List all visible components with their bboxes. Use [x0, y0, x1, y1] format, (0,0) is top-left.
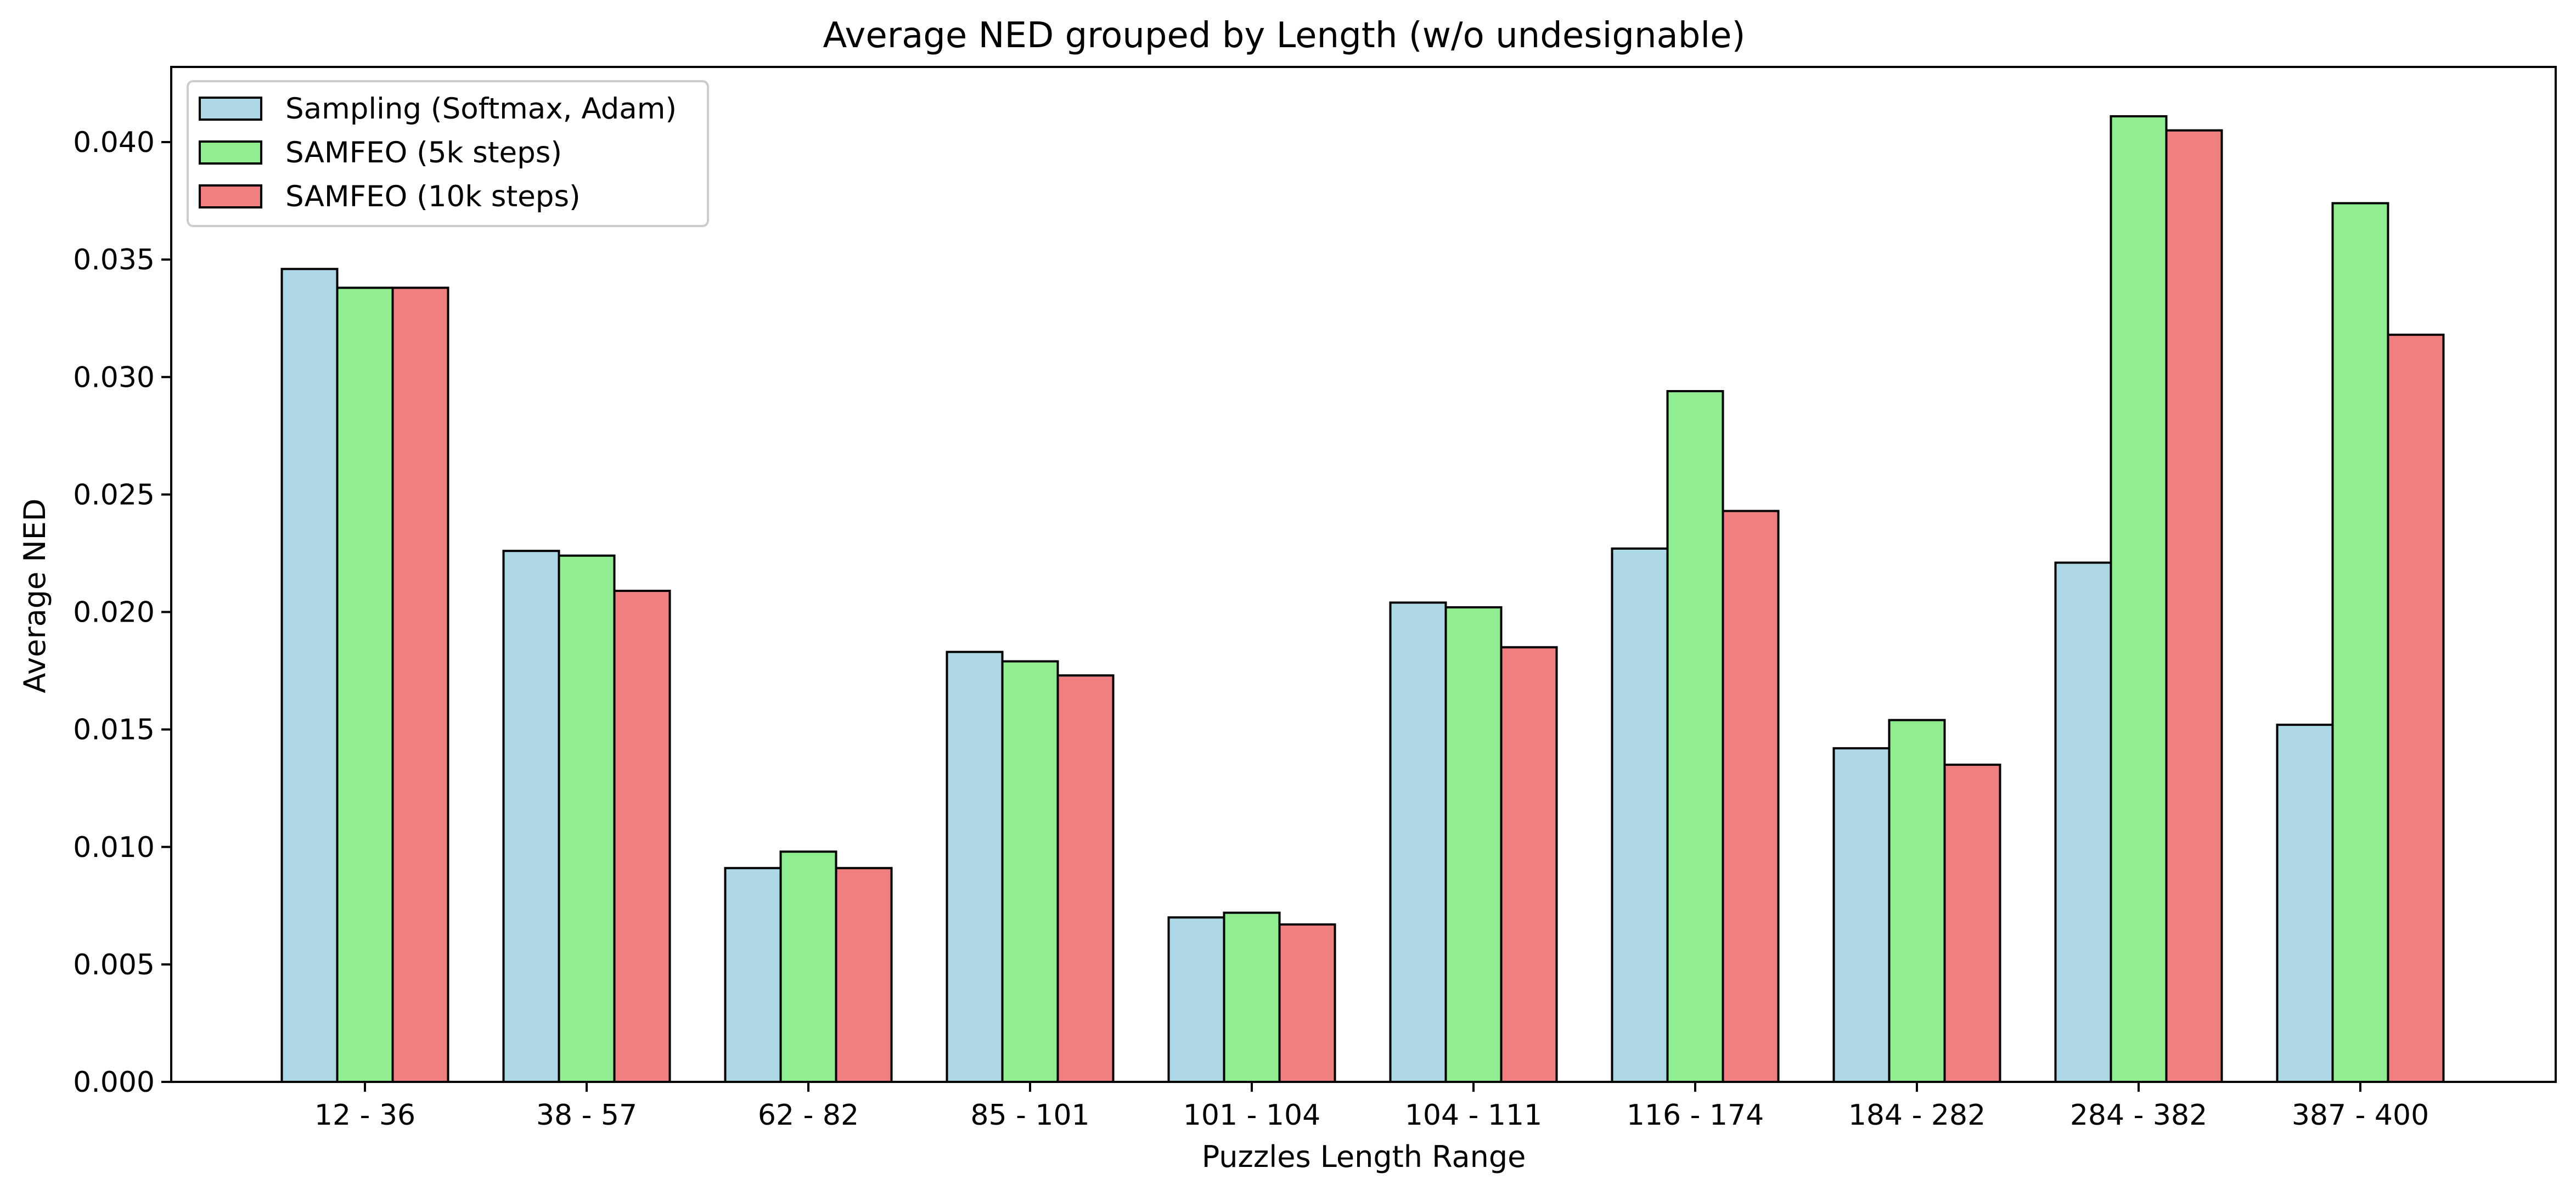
bar	[835, 867, 893, 1083]
y-axis-ticks: 0.000 0.005 0.010 0.015 0.020 0.025 0.030 0.035…	[73, 126, 171, 1099]
bar	[1832, 747, 1891, 1084]
chart-title: Average NED grouped by Length (w/o undes…	[823, 15, 1745, 56]
bar	[391, 286, 449, 1084]
x-tick-label: 101 - 104	[1183, 1099, 1320, 1132]
bar	[336, 286, 394, 1084]
bar	[2110, 115, 2168, 1084]
y-tick-label: 0.000	[73, 1066, 155, 1099]
bar	[1722, 510, 1780, 1083]
bar	[1001, 660, 1059, 1083]
y-axis-label: Average NED	[18, 498, 52, 693]
bar	[1666, 390, 1724, 1084]
x-tick-label: 12 - 36	[314, 1099, 415, 1132]
bar	[946, 651, 1004, 1083]
x-axis-label: Puzzles Length Range	[1202, 1139, 1526, 1174]
legend-swatch	[199, 140, 262, 165]
x-tick-label: 184 - 282	[1848, 1099, 1986, 1132]
bar	[2387, 334, 2445, 1083]
x-tick-label: 387 - 400	[2292, 1099, 2429, 1132]
x-tick-label: 284 - 382	[2070, 1099, 2207, 1132]
legend-box	[187, 80, 709, 227]
bar	[502, 550, 560, 1083]
bar	[1167, 916, 1225, 1083]
y-tick-label: 0.040	[73, 126, 155, 159]
legend-label: Sampling (Softmax, Adam)	[285, 92, 677, 126]
bar	[724, 867, 782, 1083]
bar	[280, 268, 339, 1084]
bar	[1943, 763, 2001, 1083]
bars	[280, 115, 2445, 1084]
legend-swatch	[199, 97, 262, 121]
bar	[2276, 724, 2334, 1083]
x-tick-label: 116 - 174	[1627, 1099, 1764, 1132]
legend: Sampling (Softmax, Adam) SAMFEO (5k steps…	[187, 80, 709, 227]
y-tick-label: 0.005	[73, 949, 155, 981]
bar	[558, 554, 616, 1083]
x-axis-ticks: 12 - 36 38 - 57 62 - 82 85 - 101 101 - 104 10…	[314, 1082, 2429, 1132]
y-tick-label: 0.035	[73, 244, 155, 277]
bar	[2331, 202, 2389, 1083]
bar	[1444, 606, 1503, 1084]
bar	[779, 850, 837, 1084]
legend-label: SAMFEO (10k steps)	[285, 180, 581, 213]
bar	[1389, 601, 1447, 1083]
bar	[1223, 911, 1281, 1083]
x-tick-label: 62 - 82	[758, 1099, 859, 1132]
bar	[1500, 646, 1558, 1083]
bar	[1611, 547, 1669, 1083]
y-tick-label: 0.015	[73, 714, 155, 747]
bar	[2054, 561, 2112, 1084]
y-tick-label: 0.030	[73, 361, 155, 394]
plot-frame	[170, 66, 2557, 1083]
bar	[1278, 923, 1336, 1084]
bar	[2165, 129, 2223, 1083]
y-tick-label: 0.025	[73, 478, 155, 511]
legend-label: SAMFEO (5k steps)	[285, 136, 562, 170]
bar	[1056, 674, 1115, 1084]
bar	[613, 589, 671, 1083]
x-tick-label: 38 - 57	[536, 1099, 637, 1132]
y-tick-label: 0.020	[73, 596, 155, 629]
bar	[1888, 719, 1946, 1083]
y-tick-label: 0.010	[73, 831, 155, 864]
x-tick-label: 104 - 111	[1405, 1099, 1542, 1132]
x-tick-label: 85 - 101	[970, 1099, 1089, 1132]
legend-swatch	[199, 184, 262, 208]
